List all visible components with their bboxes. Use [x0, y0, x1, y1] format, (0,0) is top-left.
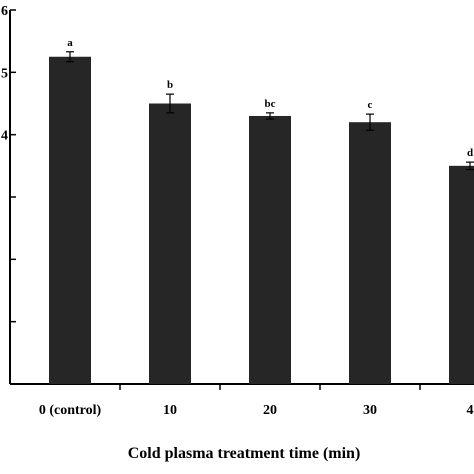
bar: [249, 115, 291, 384]
y-tick-label: 6: [1, 4, 8, 19]
x-tick-label: 20: [263, 403, 277, 418]
bar: [449, 165, 474, 384]
significance-label: c: [368, 99, 373, 111]
x-tick-label: 4: [467, 403, 474, 418]
x-tick-label: 10: [163, 403, 177, 418]
x-axis-title: Cold plasma treatment time (min): [128, 445, 361, 462]
bar: [149, 103, 191, 384]
bar: [49, 56, 91, 384]
significance-label: bc: [265, 98, 276, 110]
chart-bars: [49, 51, 474, 384]
x-tick-label: 0 (control): [39, 403, 102, 418]
significance-label: b: [167, 79, 173, 91]
significance-label: d: [467, 147, 473, 159]
y-tick-label: 5: [1, 66, 8, 81]
chart-labels: a 0 (control) b 10 bc 20 c 30 d 4: [39, 37, 474, 418]
bar: [349, 122, 391, 384]
x-tick-label: 30: [363, 403, 377, 418]
y-tick-label: 4: [1, 129, 8, 144]
significance-label: a: [67, 37, 73, 49]
